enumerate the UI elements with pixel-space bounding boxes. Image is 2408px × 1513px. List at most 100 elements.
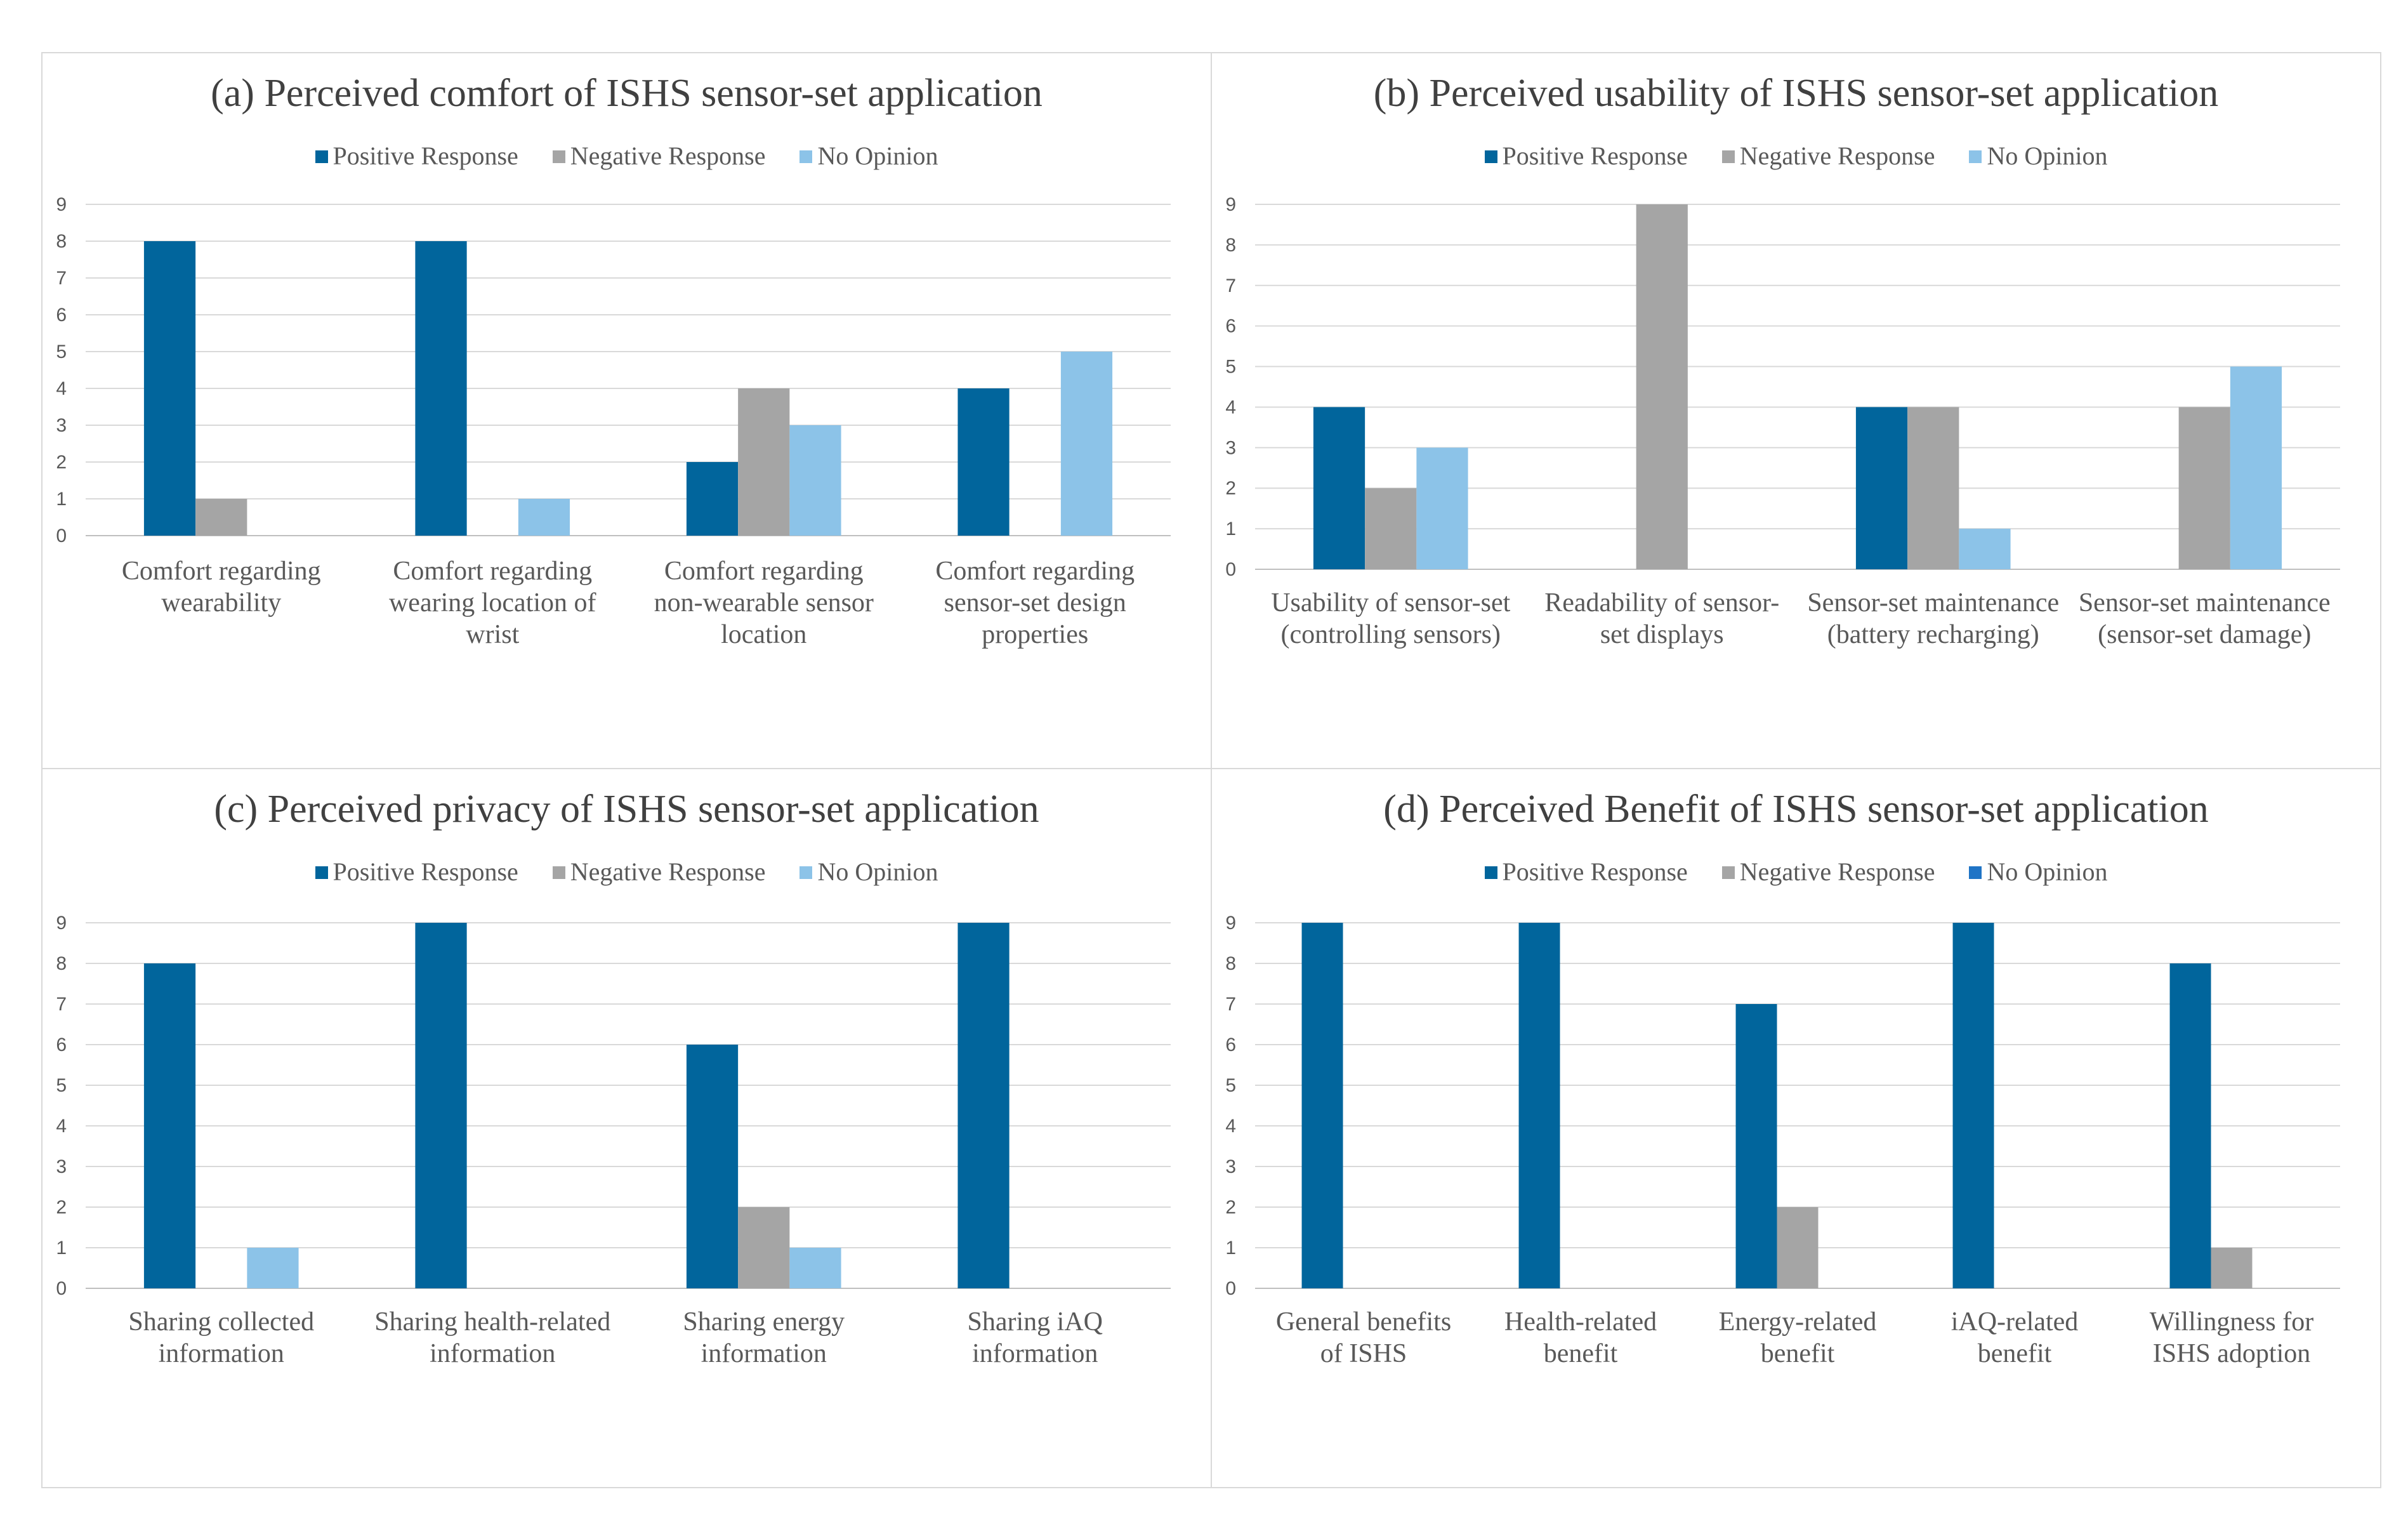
category-label: wearing location of	[389, 588, 596, 618]
legend-swatch	[799, 866, 813, 879]
category-label: Readability of sensor-	[1544, 588, 1779, 618]
legend-label: Positive Response	[1502, 857, 1688, 886]
category-label: information	[159, 1339, 284, 1368]
y-tick-label: 0	[56, 1278, 67, 1299]
legend-swatch	[1721, 866, 1735, 879]
legend-label: No Opinion	[817, 857, 938, 886]
y-tick-label: 1	[56, 1238, 67, 1259]
legend-label: No Opinion	[1987, 142, 2108, 170]
legend-swatch	[552, 150, 565, 163]
bar-negative-response	[1636, 204, 1688, 569]
category-label: benefit	[1544, 1339, 1618, 1368]
legend-label: Negative Response	[1739, 857, 1935, 886]
bar-positive-response	[1313, 407, 1365, 569]
y-tick-label: 7	[56, 268, 67, 289]
y-tick-label: 4	[1225, 1116, 1236, 1137]
y-tick-label: 2	[1225, 1197, 1236, 1218]
category-label: (battery recharging)	[1827, 620, 2039, 649]
legend-label: Positive Response	[1502, 142, 1688, 170]
legend: Positive Response Negative Response No O…	[1211, 141, 2381, 171]
bar-positive-response	[1735, 1004, 1777, 1288]
legend: Positive Response Negative Response No O…	[1211, 857, 2381, 887]
bar-positive-response	[1952, 923, 1994, 1288]
chart-panel-b: (b) Perceived usability of ISHS sensor-s…	[1211, 52, 2381, 769]
y-tick-label: 3	[1225, 437, 1236, 458]
legend-swatch	[1484, 150, 1497, 163]
category-label: of ISHS	[1320, 1339, 1407, 1368]
bar-no-opinion	[1416, 447, 1468, 569]
category-label: properties	[982, 620, 1088, 649]
legend-item-negative: Negative Response	[1721, 857, 1935, 887]
y-tick-label: 5	[56, 1075, 67, 1096]
y-tick-label: 0	[1225, 1278, 1236, 1299]
category-label: Sharing energy	[683, 1307, 845, 1337]
bar-negative-response	[195, 499, 247, 536]
legend-item-positive: Positive Response	[1484, 141, 1688, 171]
legend-item-no-opinion: No Opinion	[1969, 141, 2107, 171]
legend-swatch	[552, 866, 565, 879]
legend-item-no-opinion: No Opinion	[799, 857, 938, 887]
category-label: information	[972, 1339, 1098, 1368]
y-tick-label: 5	[1225, 1075, 1236, 1096]
bar-positive-response	[1301, 923, 1343, 1288]
y-tick-label: 0	[1225, 559, 1236, 580]
legend-label: Positive Response	[332, 142, 518, 170]
category-label: Health-related	[1504, 1307, 1657, 1337]
legend-swatch	[315, 866, 328, 879]
bar-positive-response	[957, 923, 1010, 1288]
category-label: Comfort regarding	[393, 557, 592, 586]
bar-negative-response	[738, 388, 790, 536]
bar-negative-response	[1777, 1207, 1819, 1288]
y-tick-label: 1	[56, 489, 67, 510]
legend-item-negative: Negative Response	[1721, 141, 1935, 171]
y-tick-label: 6	[56, 305, 67, 326]
bar-no-opinion	[247, 1248, 299, 1288]
category-label: Sharing health-related	[374, 1307, 610, 1337]
bar-negative-response	[2178, 407, 2230, 569]
y-tick-label: 4	[56, 1116, 67, 1137]
y-tick-label: 2	[56, 452, 67, 473]
bar-positive-response	[415, 241, 467, 536]
category-label: Comfort regarding	[935, 557, 1135, 586]
bar-no-opinion	[789, 425, 841, 536]
y-tick-label: 9	[1225, 913, 1236, 934]
y-tick-label: 0	[56, 525, 67, 546]
category-label: non-wearable sensor	[654, 588, 874, 618]
bar-positive-response	[686, 462, 739, 536]
bar-no-opinion	[1060, 352, 1113, 536]
y-tick-label: 1	[1225, 519, 1236, 539]
y-tick-label: 7	[56, 994, 67, 1015]
legend-swatch	[799, 150, 813, 163]
y-tick-label: 4	[56, 378, 67, 399]
category-label: Sensor-set maintenance	[1807, 588, 2059, 618]
y-tick-label: 8	[1225, 235, 1236, 256]
y-tick-label: 9	[1225, 194, 1236, 215]
legend-item-negative: Negative Response	[552, 141, 765, 171]
bar-positive-response	[957, 388, 1010, 536]
chart-title: (c) Perceived privacy of ISHS sensor-set…	[214, 788, 1039, 831]
legend-label: No Opinion	[1987, 857, 2108, 886]
legend-swatch	[1721, 150, 1735, 163]
legend-item-no-opinion: No Opinion	[799, 141, 938, 171]
chart-title: (d) Perceived Benefit of ISHS sensor-set…	[1383, 788, 2209, 831]
legend-item-positive: Positive Response	[1484, 857, 1688, 887]
y-tick-label: 9	[56, 194, 67, 215]
category-label: benefit	[1978, 1339, 2052, 1368]
chart-panel-a: (a) Perceived comfort of ISHS sensor-set…	[41, 52, 1212, 769]
bar-negative-response	[738, 1207, 790, 1288]
category-label: Sensor-set maintenance	[2079, 588, 2331, 618]
legend-item-positive: Positive Response	[315, 141, 518, 171]
y-tick-label: 7	[1225, 994, 1236, 1015]
legend-label: Negative Response	[1739, 142, 1935, 170]
legend-swatch	[1969, 150, 1982, 163]
category-label: sensor-set design	[944, 588, 1126, 618]
bar-positive-response	[1518, 923, 1560, 1288]
bar-no-opinion	[2230, 366, 2282, 569]
chart-panel-d: (d) Perceived Benefit of ISHS sensor-set…	[1211, 768, 2381, 1488]
y-tick-label: 3	[56, 1156, 67, 1177]
bar-no-opinion	[518, 499, 570, 536]
bar-positive-response	[2169, 963, 2211, 1288]
legend-item-positive: Positive Response	[315, 857, 518, 887]
